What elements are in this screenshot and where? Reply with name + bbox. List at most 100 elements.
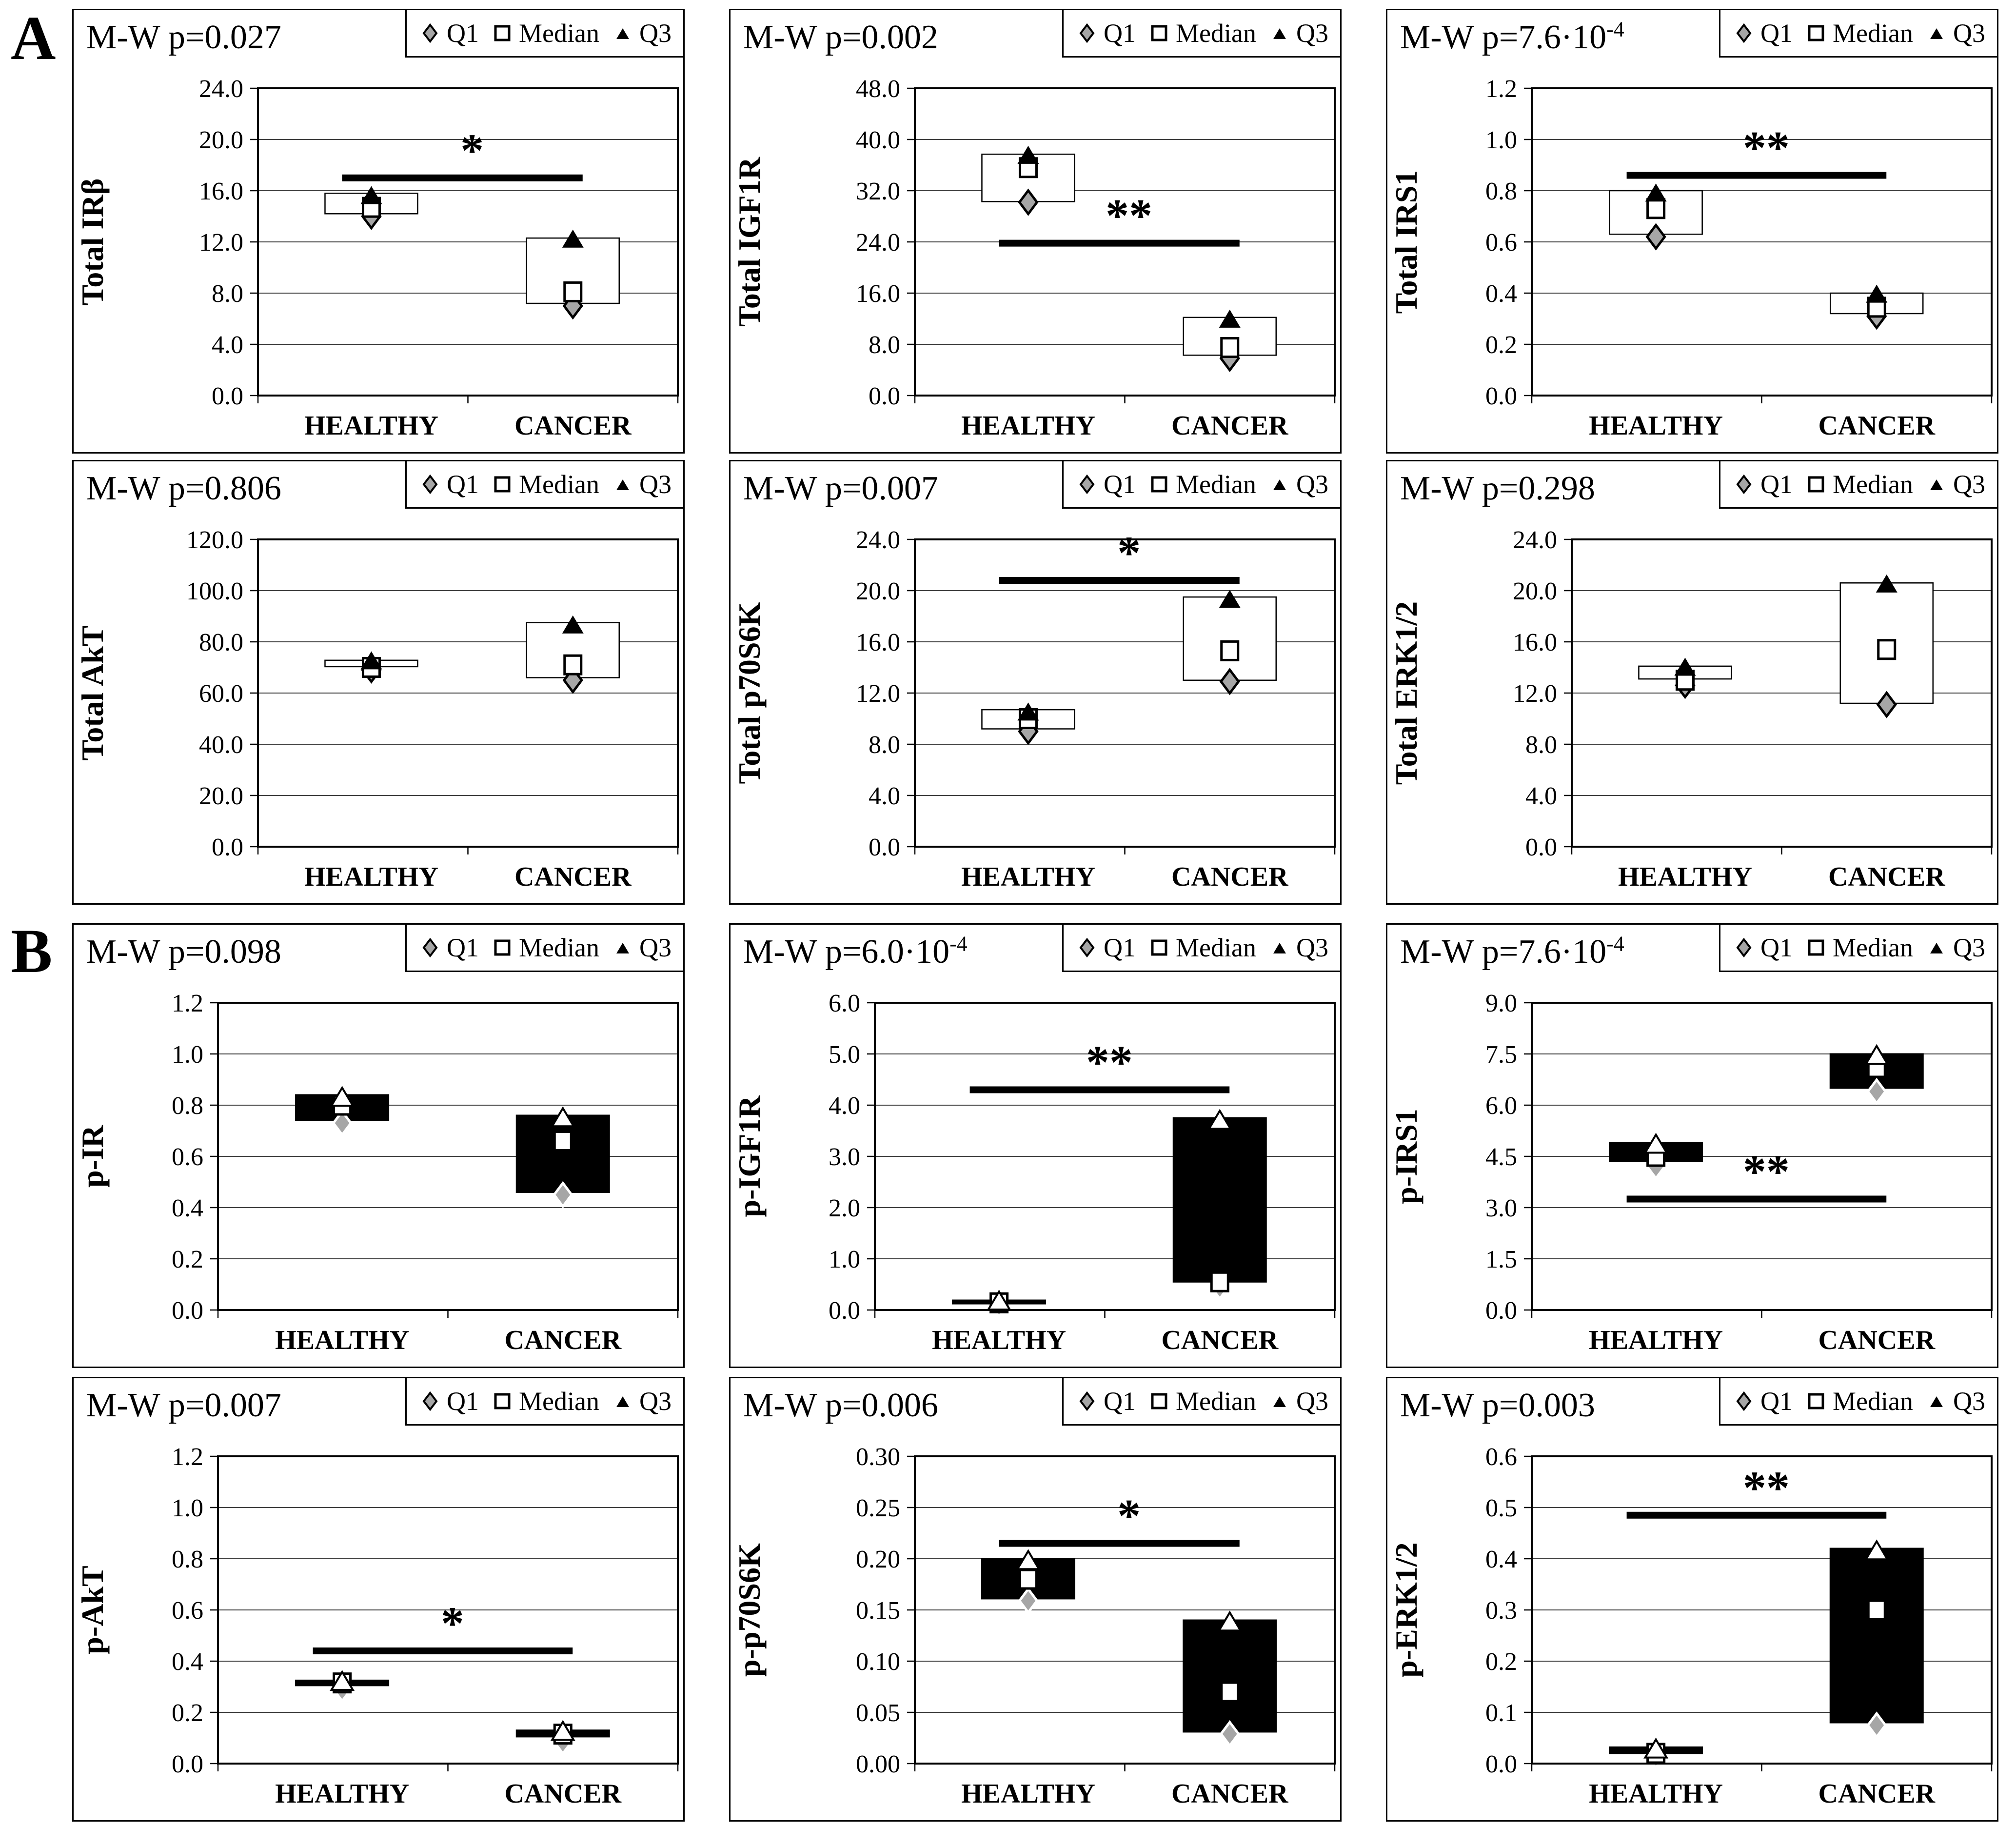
legend-item-label: Median xyxy=(519,933,599,962)
triangle-icon xyxy=(1273,479,1286,490)
square-icon xyxy=(1808,1393,1824,1409)
square-icon xyxy=(1151,25,1167,41)
plot-area-total-erk1-2: 0.0 4.0 8.0 12.0 16.0 20.0 24.0 HEALTHY CANCER To… xyxy=(1389,526,1993,892)
panel-p-igf1r: M-W p=6.0·10-4 Q1 Median Q3 0.0 1.0 2.0 3.0 4.0 5… xyxy=(729,923,1342,1368)
legend: Q1 Median Q3 xyxy=(405,9,685,58)
legend-item-q3: Q3 xyxy=(1270,1386,1328,1416)
legend-item-label: Q3 xyxy=(1953,19,1985,48)
plot-area-total-akt: 0.0 20.0 40.0 60.0 80.0 100.0 120.0 HEALTHY CANC… xyxy=(75,526,679,892)
plot-area-p-p70s6k: 0.00 0.05 0.10 0.15 0.20 0.25 0.30 * HEALTHY CANC… xyxy=(732,1443,1336,1809)
y-axis-title: Total IGF1R xyxy=(732,157,767,327)
plot-area-p-ir: 0.0 0.2 0.4 0.6 0.8 1.0 1.2 HEALTHY CANCER p-IR xyxy=(75,990,679,1355)
triangle-icon xyxy=(1273,28,1286,39)
significance-bar xyxy=(1626,1511,1887,1519)
q3-marker xyxy=(330,1086,355,1107)
diamond-icon xyxy=(422,937,438,958)
legend-item-label: Median xyxy=(1176,933,1256,962)
triangle-icon xyxy=(1930,28,1943,39)
legend-item-q3: Q3 xyxy=(613,18,672,48)
legend-item-label: Median xyxy=(1833,19,1913,48)
legend: Q1 Median Q3 xyxy=(1062,460,1342,509)
y-tick-label: 1.5 xyxy=(1485,1246,1517,1273)
legend-item-label: Median xyxy=(1833,470,1913,499)
y-tick-label: 40.0 xyxy=(199,731,243,759)
legend-item-median: Median xyxy=(1149,933,1256,963)
legend-item-q1: Q1 xyxy=(1734,18,1793,48)
q1-marker xyxy=(553,1181,573,1209)
y-tick-label: 0.2 xyxy=(172,1699,203,1727)
box-cancer xyxy=(1183,596,1277,681)
legend-item-label: Q1 xyxy=(1104,1387,1136,1416)
panel-p-erk1-2: M-W p=0.003 Q1 Median Q3 0.0 0.1 0.2 0.3 0.4 0.5 0… xyxy=(1386,1377,1998,1822)
y-tick-label: 16.0 xyxy=(1513,629,1557,656)
legend-item-q3: Q3 xyxy=(1927,933,1985,963)
y-tick-label: 0.4 xyxy=(172,1194,203,1222)
q3-marker xyxy=(1017,145,1039,164)
legend-item-q3: Q3 xyxy=(613,933,672,963)
y-axis-title: p-IR xyxy=(75,1125,110,1188)
legend-item-label: Q3 xyxy=(639,1387,672,1416)
median-marker xyxy=(1210,1271,1229,1292)
x-category-label: CANCER xyxy=(504,1325,621,1355)
significance-stars: ** xyxy=(1086,1036,1133,1089)
y-tick-label: 0.0 xyxy=(1485,1750,1517,1778)
y-tick-label: 24.0 xyxy=(856,526,900,554)
y-tick-label: 100.0 xyxy=(186,577,243,605)
legend-item-label: Q3 xyxy=(639,933,672,962)
q1-marker xyxy=(1876,691,1897,718)
significance-bar xyxy=(1626,1195,1887,1203)
panel-p-irs1: M-W p=7.6·10-4 Q1 Median Q3 0.0 1.5 3.0 4.5 6.0 7… xyxy=(1386,923,1998,1368)
legend-item-label: Median xyxy=(519,470,599,499)
y-tick-label: 24.0 xyxy=(856,229,900,257)
y-tick-label: 0.3 xyxy=(1485,1597,1517,1625)
legend: Q1 Median Q3 xyxy=(405,1377,685,1426)
y-tick-label: 80.0 xyxy=(199,629,243,656)
legend-item-label: Q1 xyxy=(447,470,479,499)
y-tick-label: 6.0 xyxy=(1485,1092,1517,1120)
diamond-icon xyxy=(1079,474,1095,495)
legend-item-q3: Q3 xyxy=(1927,1386,1985,1416)
x-category-label: CANCER xyxy=(1818,1325,1935,1355)
panel-total-akt: M-W p=0.806 Q1 Median Q3 0.0 20.0 40.0 60.0 80.0… xyxy=(72,460,685,905)
square-icon xyxy=(494,476,511,493)
x-category-label: CANCER xyxy=(504,1779,621,1809)
square-icon xyxy=(1808,939,1824,956)
y-tick-label: 0.0 xyxy=(212,382,243,410)
y-tick-label: 4.0 xyxy=(212,331,243,359)
legend-item-q1: Q1 xyxy=(420,18,479,48)
y-axis-title: Total ERK1/2 xyxy=(1389,601,1423,785)
y-tick-label: 0.0 xyxy=(869,834,900,861)
y-tick-label: 7.5 xyxy=(1485,1041,1517,1069)
significance-bar xyxy=(1626,172,1887,179)
significance-stars: ** xyxy=(1106,190,1152,242)
legend-item-median: Median xyxy=(1806,469,1913,499)
legend-item-label: Q1 xyxy=(447,19,479,48)
x-category-label: HEALTHY xyxy=(275,1325,409,1355)
triangle-icon xyxy=(616,479,629,490)
y-tick-label: 0.15 xyxy=(856,1597,900,1625)
y-tick-label: 8.0 xyxy=(1525,731,1557,759)
legend-item-label: Q3 xyxy=(1296,19,1328,48)
legend-item-label: Q1 xyxy=(447,1387,479,1416)
q1-marker xyxy=(332,1109,353,1137)
median-marker xyxy=(1867,1599,1886,1621)
pvalue-exponent: -4 xyxy=(1606,932,1624,956)
q3-marker xyxy=(360,186,382,204)
x-category-label: HEALTHY xyxy=(961,862,1095,892)
legend-item-label: Median xyxy=(1833,1387,1913,1416)
legend-item-q1: Q1 xyxy=(1077,933,1136,963)
x-category-label: CANCER xyxy=(514,411,632,441)
legend-item-label: Q1 xyxy=(1104,933,1136,962)
triangle-icon xyxy=(1273,943,1286,953)
legend-item-median: Median xyxy=(1806,1386,1913,1416)
diamond-icon xyxy=(422,1391,438,1411)
triangle-icon xyxy=(1273,1396,1286,1407)
q3-marker xyxy=(360,651,382,670)
y-axis-title: Total IRS1 xyxy=(1389,170,1423,314)
x-category-label: HEALTHY xyxy=(1589,411,1723,441)
square-icon xyxy=(1151,476,1167,493)
y-tick-label: 0.6 xyxy=(1485,1443,1517,1471)
y-tick-label: 12.0 xyxy=(199,229,243,257)
q3-marker xyxy=(1864,1044,1889,1065)
median-marker xyxy=(1220,337,1240,358)
